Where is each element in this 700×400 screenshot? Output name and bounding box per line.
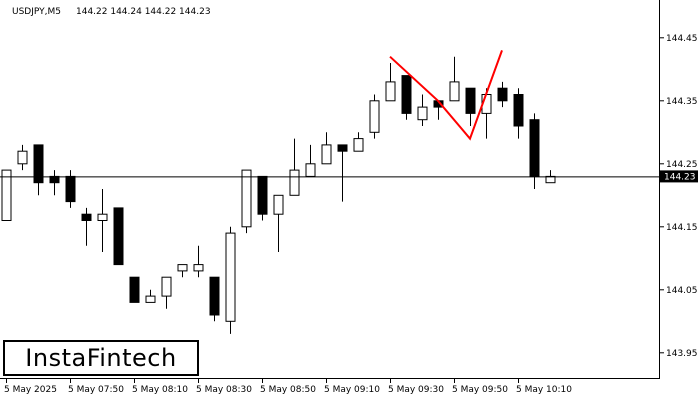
candle xyxy=(497,81,508,108)
candle-body-bull xyxy=(353,138,364,152)
candle-body-bear xyxy=(65,175,76,203)
x-tick-label: 5 May 09:10 xyxy=(324,385,380,395)
current-price-tag-text: 144.23 xyxy=(664,172,696,182)
y-tick-label: 144.45 xyxy=(666,34,698,44)
x-tick-label: 5 May 08:30 xyxy=(196,385,252,395)
candle-body-bear xyxy=(81,213,92,221)
x-tick-label: 5 May 09:30 xyxy=(388,385,444,395)
candle-body-bull xyxy=(17,150,28,165)
candle-body-bear xyxy=(401,75,412,114)
pattern-layer xyxy=(389,50,503,141)
candle xyxy=(17,144,28,171)
candle xyxy=(241,169,252,234)
candle xyxy=(353,132,364,152)
candle xyxy=(513,88,524,139)
candle-body-bear xyxy=(257,175,268,215)
candle xyxy=(113,207,124,266)
candle-body-bull xyxy=(225,232,236,322)
candle xyxy=(145,289,156,303)
candle xyxy=(33,144,44,196)
candle-body-bull xyxy=(305,163,316,177)
candle xyxy=(257,175,268,221)
x-tick-label: 5 May 2025 xyxy=(4,385,57,395)
candle-body-bear xyxy=(513,94,524,127)
candle xyxy=(305,144,316,177)
candle xyxy=(289,138,300,196)
x-axis: 5 May 2025 5 May 07:50 5 May 08:10 5 May 08… xyxy=(4,378,572,395)
symbol-label: USDJPY,M5 xyxy=(12,7,61,17)
y-tick-label: 144.05 xyxy=(666,286,698,296)
y-tick-label: 144.35 xyxy=(666,97,698,107)
candle xyxy=(225,226,236,334)
candle xyxy=(273,194,284,252)
candle-body-bull xyxy=(145,295,156,303)
candle xyxy=(81,207,92,246)
candle-body-bear xyxy=(33,144,44,184)
x-tick-label: 5 May 10:10 xyxy=(516,385,572,395)
candle-body-bull xyxy=(273,194,284,215)
candle xyxy=(417,94,428,126)
y-tick-label: 143.95 xyxy=(666,349,698,359)
candle xyxy=(369,94,380,139)
brand-logo-text: InstaFintech xyxy=(25,344,177,372)
candle-body-bull xyxy=(161,276,172,297)
double-top-pattern-line xyxy=(389,50,503,141)
x-tick-label: 5 May 08:10 xyxy=(132,385,188,395)
candle-body-bull xyxy=(97,213,108,221)
candle xyxy=(65,170,76,208)
candle-body-bear xyxy=(497,87,508,102)
candle xyxy=(177,264,188,278)
candle xyxy=(321,132,332,165)
candle-body-bull xyxy=(241,169,252,228)
candle-body-bear xyxy=(529,119,540,177)
candle xyxy=(97,189,108,252)
candle-body-bull xyxy=(321,144,332,165)
candle xyxy=(1,169,12,222)
candle-body-bear xyxy=(129,276,140,303)
candle-body-bull xyxy=(1,169,12,222)
candle-body-bull xyxy=(385,81,396,102)
candle xyxy=(465,87,476,126)
x-tick-label: 5 May 08:50 xyxy=(260,385,316,395)
current-price-tag: 144.23 xyxy=(660,170,698,183)
candle xyxy=(337,144,348,202)
candle xyxy=(529,113,540,189)
candle-body-bull xyxy=(449,81,460,102)
candle xyxy=(49,170,60,196)
candle-body-bull xyxy=(177,264,188,272)
y-axis: 144.45 144.35 144.25 144.15 144.05 143.95 xyxy=(659,34,698,359)
candle xyxy=(193,245,204,278)
candle xyxy=(401,75,412,120)
candle-body-bear xyxy=(465,87,476,114)
candle-body-bull xyxy=(289,169,300,196)
candle xyxy=(209,276,220,322)
candle xyxy=(449,56,460,102)
candle xyxy=(129,276,140,303)
ohlc-label: 144.22 144.24 144.22 144.23 xyxy=(76,7,211,17)
candle-body-bear xyxy=(113,207,124,266)
current-price-tag-bg xyxy=(660,170,698,183)
candle-body-bull xyxy=(369,100,380,133)
y-tick-label: 144.15 xyxy=(666,223,698,233)
candle xyxy=(161,276,172,309)
candle-body-bear xyxy=(337,144,348,152)
candle xyxy=(385,63,396,102)
candle-body-bear xyxy=(209,276,220,316)
candle-body-bull xyxy=(193,264,204,272)
candle-body-bull xyxy=(417,106,428,121)
y-tick-label: 144.25 xyxy=(666,160,698,170)
x-tick-label: 5 May 07:50 xyxy=(68,385,124,395)
x-tick-label: 5 May 09:50 xyxy=(452,385,508,395)
brand-logo: InstaFintech xyxy=(3,340,199,376)
candles-layer xyxy=(1,56,556,334)
